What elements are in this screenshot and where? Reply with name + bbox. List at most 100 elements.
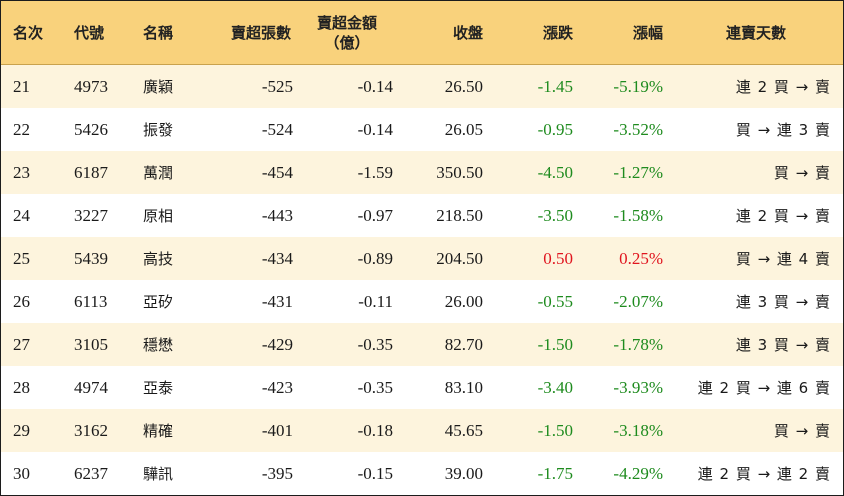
rank-cell: 26 — [13, 291, 30, 311]
streak-cell: 買 → 賣 — [773, 422, 831, 440]
name-cell: 亞矽 — [143, 293, 174, 311]
change-pct-cell: -3.52% — [613, 119, 663, 139]
code-cell: 3162 — [74, 420, 108, 440]
table-row: 29 3162 精確 -401 -0.18 45.65 -1.50 -3.18% 買 → 賣 — [1, 409, 843, 452]
name-cell: 亞泰 — [143, 379, 174, 397]
code-cell: 4974 — [74, 377, 108, 397]
change-cell: -3.50 — [537, 205, 573, 225]
code-cell: 3105 — [74, 334, 108, 354]
table-row: 25 5439 高技 -434 -0.89 204.50 0.50 0.25% 買 → 連 4 … — [1, 237, 843, 280]
change-pct-cell: -4.29% — [613, 463, 663, 483]
rank-cell: 25 — [13, 248, 30, 268]
oversold-amount-cell: -0.18 — [357, 420, 393, 440]
streak-cell: 買 → 連 4 賣 — [735, 250, 831, 268]
name-cell: 高技 — [143, 250, 174, 268]
table-row: 22 5426 振發 -524 -0.14 26.05 -0.95 -3.52% 買 → 連 3… — [1, 108, 843, 151]
oversold-amount-cell: -0.35 — [357, 334, 393, 354]
code-cell: 5426 — [74, 119, 108, 139]
change-cell: -0.95 — [537, 119, 573, 139]
code-cell: 6187 — [74, 162, 108, 182]
change-pct-cell: -3.18% — [613, 420, 663, 440]
oversold-lots-cell: -423 — [261, 377, 293, 397]
rank-cell: 30 — [13, 463, 30, 483]
table-row: 27 3105 穩懋 -429 -0.35 82.70 -1.50 -1.78% 連 3 買 →… — [1, 323, 843, 366]
streak-cell: 買 → 連 3 賣 — [735, 121, 831, 139]
oversold-amount-cell: -1.59 — [357, 162, 393, 182]
oversold-lots-cell: -443 — [261, 205, 293, 225]
oversold-lots-cell: -525 — [261, 76, 293, 96]
name-cell: 原相 — [143, 207, 174, 225]
change-pct-cell: -1.27% — [613, 162, 663, 182]
close-cell: 26.00 — [444, 291, 483, 311]
rank-cell: 28 — [13, 377, 30, 397]
name-cell: 精確 — [143, 422, 174, 440]
change-pct-cell: 0.25% — [619, 248, 663, 268]
rank-cell: 27 — [13, 334, 30, 354]
oversold-lots-cell: -524 — [261, 119, 293, 139]
rank-cell: 22 — [13, 119, 30, 139]
streak-cell: 連 3 買 → 賣 — [735, 293, 831, 311]
header-oversold-amount: 賣超金額 （億） — [301, 1, 393, 64]
oversold-lots-cell: -395 — [261, 463, 293, 483]
change-cell: 0.50 — [543, 248, 573, 268]
change-pct-cell: -3.93% — [613, 377, 663, 397]
name-cell: 振發 — [143, 121, 174, 139]
oversold-amount-cell: -0.14 — [357, 76, 393, 96]
streak-cell: 連 2 買 → 連 6 賣 — [697, 379, 831, 397]
table-row: 30 6237 驊訊 -395 -0.15 39.00 -1.75 -4.29% 連 2 買 →… — [1, 452, 843, 495]
rank-cell: 23 — [13, 162, 30, 182]
name-cell: 穩懋 — [143, 336, 174, 354]
change-pct-cell: -1.58% — [613, 205, 663, 225]
streak-cell: 買 → 賣 — [773, 164, 831, 182]
change-cell: -1.50 — [537, 420, 573, 440]
streak-cell: 連 2 買 → 賣 — [735, 78, 831, 96]
change-cell: -1.45 — [537, 76, 573, 96]
oversold-lots-cell: -431 — [261, 291, 293, 311]
change-pct-cell: -5.19% — [613, 76, 663, 96]
name-cell: 廣穎 — [143, 78, 174, 96]
close-cell: 45.65 — [444, 420, 483, 440]
name-cell: 萬潤 — [143, 164, 174, 182]
header-close: 收盤 — [452, 24, 483, 42]
code-cell: 6113 — [74, 291, 108, 311]
change-pct-cell: -2.07% — [613, 291, 663, 311]
change-pct-cell: -1.78% — [613, 334, 663, 354]
header-oversold-amount-line1: 賣超金額 — [316, 13, 377, 32]
header-change-pct: 漲幅 — [632, 24, 663, 42]
table-row: 23 6187 萬潤 -454 -1.59 350.50 -4.50 -1.27% 買 → 賣 — [1, 151, 843, 194]
table-row: 28 4974 亞泰 -423 -0.35 83.10 -3.40 -3.93% 連 2 買 →… — [1, 366, 843, 409]
header-change: 漲跌 — [542, 24, 573, 42]
oversold-amount-cell: -0.89 — [357, 248, 393, 268]
oversold-amount-cell: -0.15 — [357, 463, 393, 483]
oversold-amount-cell: -0.11 — [358, 291, 393, 311]
change-cell: -1.75 — [537, 463, 573, 483]
name-cell: 驊訊 — [143, 465, 174, 483]
oversold-lots-cell: -401 — [261, 420, 293, 440]
close-cell: 83.10 — [444, 377, 483, 397]
header-name: 名稱 — [143, 24, 174, 42]
close-cell: 26.05 — [444, 119, 483, 139]
header-streak: 連賣天數 — [725, 24, 786, 42]
change-cell: -3.40 — [537, 377, 573, 397]
code-cell: 3227 — [74, 205, 108, 225]
header-oversold-lots: 賣超張數 — [230, 24, 291, 42]
oversold-lots-cell: -454 — [261, 162, 293, 182]
oversold-lots-cell: -434 — [261, 248, 293, 268]
header-rank: 名次 — [13, 24, 44, 42]
code-cell: 5439 — [74, 248, 108, 268]
rank-cell: 29 — [13, 420, 30, 440]
code-cell: 4973 — [74, 76, 108, 96]
oversold-amount-cell: -0.14 — [357, 119, 393, 139]
oversold-lots-cell: -429 — [261, 334, 293, 354]
table-row: 21 4973 廣穎 -525 -0.14 26.50 -1.45 -5.19% 連 2 買 →… — [1, 65, 843, 108]
rank-cell: 24 — [13, 205, 30, 225]
header-oversold-amount-line2: （億） — [324, 33, 370, 52]
streak-cell: 連 2 買 → 賣 — [735, 207, 831, 225]
table-header: 名次 代號 名稱 賣超張數 賣超金額 （億） 收盤 漲跌 漲幅 連賣天數 — [1, 1, 843, 65]
table-row: 24 3227 原相 -443 -0.97 218.50 -3.50 -1.58% 連 2 買 … — [1, 194, 843, 237]
close-cell: 39.00 — [444, 463, 483, 483]
change-cell: -4.50 — [537, 162, 573, 182]
header-code: 代號 — [74, 24, 105, 42]
close-cell: 218.50 — [436, 205, 483, 225]
